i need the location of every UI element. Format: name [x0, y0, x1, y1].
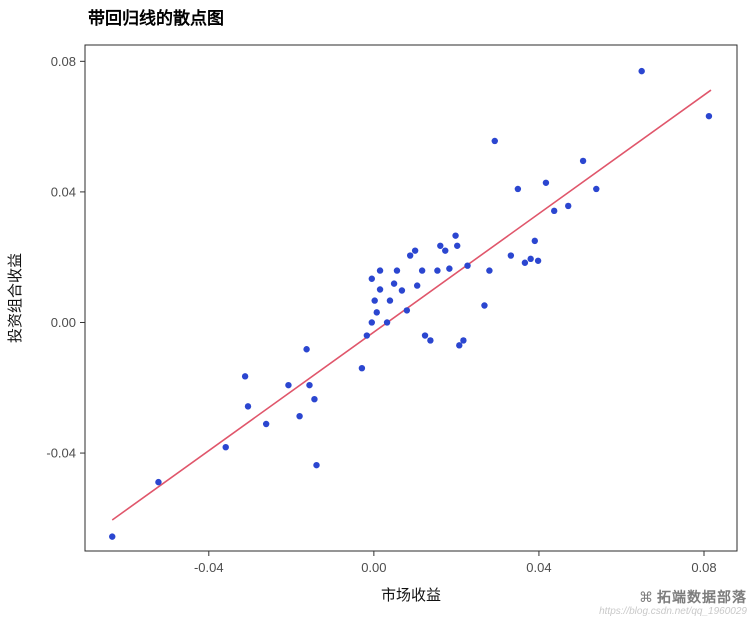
scatter-point	[398, 287, 406, 294]
scatter-point	[371, 297, 378, 304]
scatter-point	[427, 337, 434, 344]
scatter-point	[262, 420, 270, 428]
scatter-point	[531, 237, 538, 245]
scatter-point	[376, 286, 384, 293]
scatter-point	[534, 257, 542, 264]
scatter-point	[368, 319, 375, 326]
scatter-point	[491, 137, 498, 145]
scatter-point	[358, 364, 366, 372]
scatter-point	[390, 280, 398, 287]
scatter-point	[306, 381, 313, 389]
scatter-point	[109, 533, 116, 540]
y-tick-label: -0.04	[46, 446, 76, 461]
scatter-point	[638, 67, 645, 75]
scatter-point	[406, 252, 414, 259]
scatter-point	[446, 265, 453, 272]
scatter-point	[442, 247, 449, 254]
scatter-point	[486, 267, 493, 274]
scatter-point	[383, 319, 391, 326]
scatter-point	[437, 242, 444, 249]
scatter-point	[393, 267, 401, 274]
y-tick-label: 0.08	[51, 54, 76, 69]
scatter-point	[403, 307, 411, 314]
x-tick-label: 0.00	[361, 560, 386, 575]
scatter-point	[452, 232, 459, 239]
scatter-point	[303, 346, 310, 353]
plot-panel: -0.04 0.00 0.04 0.08 -0.04 0.00 0.04 0.08	[46, 44, 738, 575]
axis-ticks: -0.04 0.00 0.04 0.08 -0.04 0.00 0.04 0.08	[46, 54, 716, 575]
scatter-point	[285, 381, 292, 389]
y-tick-label: 0.04	[51, 184, 76, 199]
scatter-point	[507, 252, 515, 259]
scatter-point	[542, 179, 550, 186]
scatter-point	[705, 112, 713, 120]
scatter-point	[418, 267, 426, 274]
scatter-point	[550, 207, 558, 215]
scatter-point	[454, 242, 461, 249]
x-tick-label: 0.08	[691, 560, 716, 575]
scatter-point	[460, 337, 467, 344]
panel-border	[84, 44, 738, 552]
scatter-point	[411, 247, 419, 254]
x-axis-label: 市场收益	[381, 587, 441, 604]
scatter-point	[579, 157, 587, 165]
scatter-point	[363, 332, 371, 339]
scatter-point	[244, 403, 252, 410]
chart-title: 带回归线的散点图	[88, 8, 224, 28]
y-tick-label: 0.00	[51, 315, 76, 330]
scatter-point	[514, 185, 522, 193]
scatter-point	[527, 255, 534, 263]
scatter-point	[386, 297, 394, 304]
scatter-point	[368, 275, 375, 282]
scatter-point	[565, 202, 572, 210]
x-tick-label: -0.04	[194, 560, 224, 575]
scatter-point	[373, 309, 380, 316]
regression-line	[111, 89, 712, 521]
scatter-point	[413, 282, 421, 289]
scatter-point	[296, 412, 303, 420]
x-tick-label: 0.04	[526, 560, 551, 575]
y-axis-label: 投资组合收益	[7, 253, 24, 343]
scatter-points	[109, 67, 713, 540]
scatter-point	[593, 185, 600, 193]
scatter-point	[311, 396, 318, 403]
scatter-point	[313, 461, 320, 469]
scatter-point	[376, 267, 384, 274]
scatter-point	[155, 478, 162, 486]
scatter-point	[456, 342, 463, 349]
scatter-point	[421, 332, 429, 339]
scatter-point	[464, 262, 471, 269]
scatter-point	[434, 267, 441, 274]
scatter-point	[481, 302, 488, 309]
scatter-point	[241, 373, 249, 380]
scatter-point	[521, 259, 529, 266]
scatter-point	[222, 443, 229, 451]
